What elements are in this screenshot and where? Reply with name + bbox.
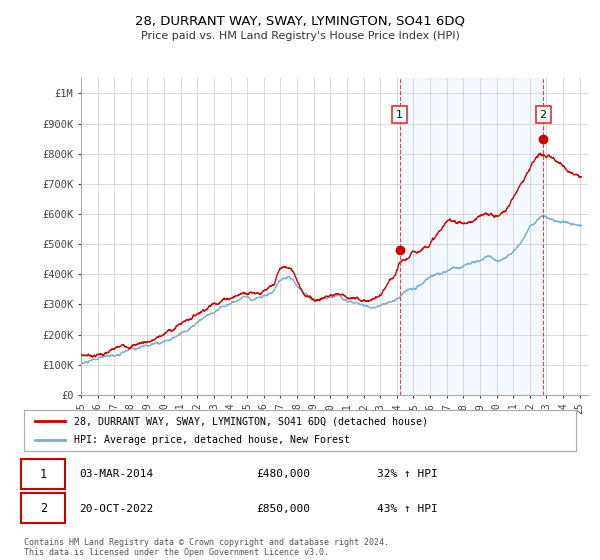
Text: 2: 2 bbox=[40, 502, 47, 515]
Text: 28, DURRANT WAY, SWAY, LYMINGTON, SO41 6DQ: 28, DURRANT WAY, SWAY, LYMINGTON, SO41 6… bbox=[135, 14, 465, 27]
FancyBboxPatch shape bbox=[21, 459, 65, 489]
Text: 1: 1 bbox=[40, 468, 47, 481]
Text: 20-OCT-2022: 20-OCT-2022 bbox=[79, 503, 154, 514]
Text: £850,000: £850,000 bbox=[256, 503, 310, 514]
Text: 1: 1 bbox=[396, 110, 403, 120]
Text: 32% ↑ HPI: 32% ↑ HPI bbox=[377, 469, 438, 479]
FancyBboxPatch shape bbox=[21, 493, 65, 523]
Text: Contains HM Land Registry data © Crown copyright and database right 2024.
This d: Contains HM Land Registry data © Crown c… bbox=[24, 538, 389, 557]
Text: £480,000: £480,000 bbox=[256, 469, 310, 479]
Text: 03-MAR-2014: 03-MAR-2014 bbox=[79, 469, 154, 479]
Text: 2: 2 bbox=[539, 110, 547, 120]
Text: Price paid vs. HM Land Registry's House Price Index (HPI): Price paid vs. HM Land Registry's House … bbox=[140, 31, 460, 41]
Bar bbox=[400, 78, 543, 395]
Text: 43% ↑ HPI: 43% ↑ HPI bbox=[377, 503, 438, 514]
Text: HPI: Average price, detached house, New Forest: HPI: Average price, detached house, New … bbox=[74, 435, 350, 445]
Text: 28, DURRANT WAY, SWAY, LYMINGTON, SO41 6DQ (detached house): 28, DURRANT WAY, SWAY, LYMINGTON, SO41 6… bbox=[74, 417, 428, 426]
